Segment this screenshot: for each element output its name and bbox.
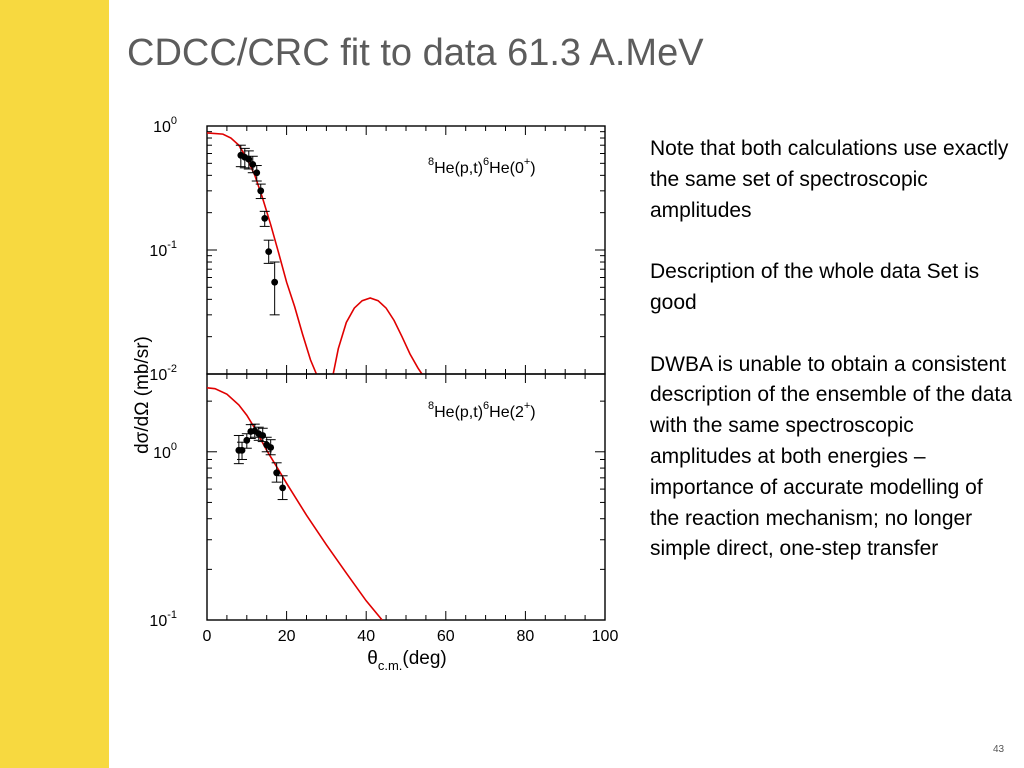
data-point bbox=[245, 155, 253, 163]
cross-section-chart: 100 10-1 10-2 8He(p,t)6He(0+) 100 10-1 8He(p,t… bbox=[132, 115, 619, 673]
calculation-curve-group bbox=[207, 387, 383, 620]
data-point bbox=[273, 469, 281, 477]
data-point bbox=[271, 278, 279, 286]
calculation-curve bbox=[332, 297, 423, 374]
chart-panel: 100 10-1 8He(p,t)6He(2+) bbox=[149, 373, 606, 630]
x-tick-label: 80 bbox=[517, 628, 535, 645]
y-axis-label: dσ/dΩ (mb/sr) bbox=[132, 336, 153, 454]
x-axis-label-subscript: c.m. bbox=[378, 658, 403, 673]
panel-reaction-label: 8He(p,t)6He(2+) bbox=[428, 400, 536, 421]
y-tick-label: 10-2 bbox=[149, 363, 177, 384]
data-point bbox=[249, 161, 257, 168]
calculation-curve bbox=[207, 132, 318, 374]
data-point bbox=[265, 248, 273, 256]
slide-title: CDCC/CRC fit to data 61.3 A.MeV bbox=[127, 32, 704, 74]
note-paragraph: DWBA is unable to obtain a consistent de… bbox=[650, 352, 1012, 561]
y-tick-label: 100 bbox=[153, 441, 177, 462]
chart-panel: 100 10-1 10-2 8He(p,t)6He(0+) bbox=[149, 115, 606, 384]
data-point bbox=[253, 169, 261, 177]
x-tick-label: 40 bbox=[357, 628, 375, 645]
slide-notes: Note that both calculations use exactly … bbox=[650, 134, 1015, 596]
x-axis-label-unit: (deg) bbox=[402, 648, 446, 669]
x-axis-label-symbol: θ bbox=[367, 648, 378, 669]
calculation-curve bbox=[207, 387, 383, 620]
x-tick-label: 60 bbox=[437, 628, 455, 645]
y-tick-label: 10-1 bbox=[149, 239, 177, 260]
calculation-curve-group bbox=[207, 132, 423, 374]
y-tick-label: 10-1 bbox=[149, 609, 177, 630]
x-tick-label: 100 bbox=[592, 628, 619, 645]
data-point bbox=[259, 432, 267, 439]
note-paragraph: Description of the whole data Set is goo… bbox=[650, 260, 980, 314]
x-tick-label: 20 bbox=[278, 628, 296, 645]
x-axis-label: θc.m.(deg) bbox=[367, 648, 447, 673]
panel-frame bbox=[206, 373, 606, 621]
slide-sidebar-band bbox=[0, 0, 109, 768]
data-point bbox=[279, 484, 287, 492]
page-number: 43 bbox=[993, 744, 1005, 755]
panel-reaction-label: 8He(p,t)6He(0+) bbox=[428, 156, 536, 177]
x-tick-label: 0 bbox=[203, 628, 212, 645]
data-point bbox=[257, 187, 265, 195]
note-paragraph: Note that both calculations use exactly … bbox=[650, 137, 1009, 222]
data-point bbox=[267, 444, 275, 451]
data-point bbox=[261, 214, 269, 222]
y-tick-label: 100 bbox=[153, 115, 177, 136]
data-point bbox=[243, 436, 251, 444]
